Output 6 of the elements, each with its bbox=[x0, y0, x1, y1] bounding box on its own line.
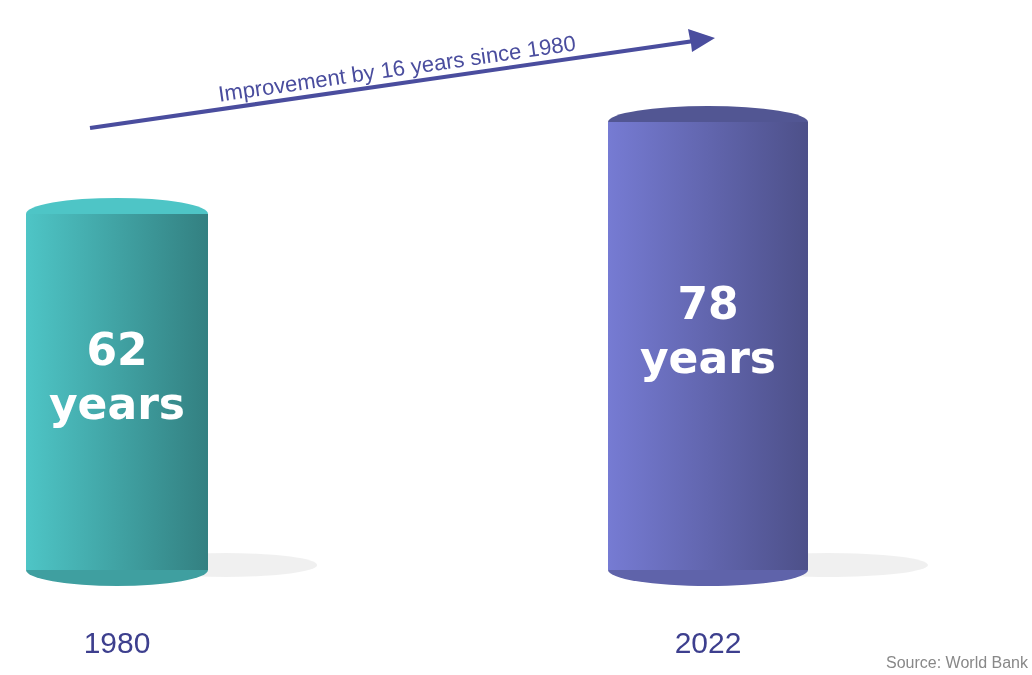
text: Improvement by 16 years since 1980 bbox=[216, 30, 578, 107]
x-tick-label: 1980 bbox=[83, 626, 151, 659]
data-label: 62 years bbox=[48, 323, 186, 429]
source-note: Source: World Bank bbox=[886, 654, 1029, 671]
x-tick-label: 2022 bbox=[674, 626, 742, 659]
data-label: 78 years bbox=[639, 278, 777, 383]
